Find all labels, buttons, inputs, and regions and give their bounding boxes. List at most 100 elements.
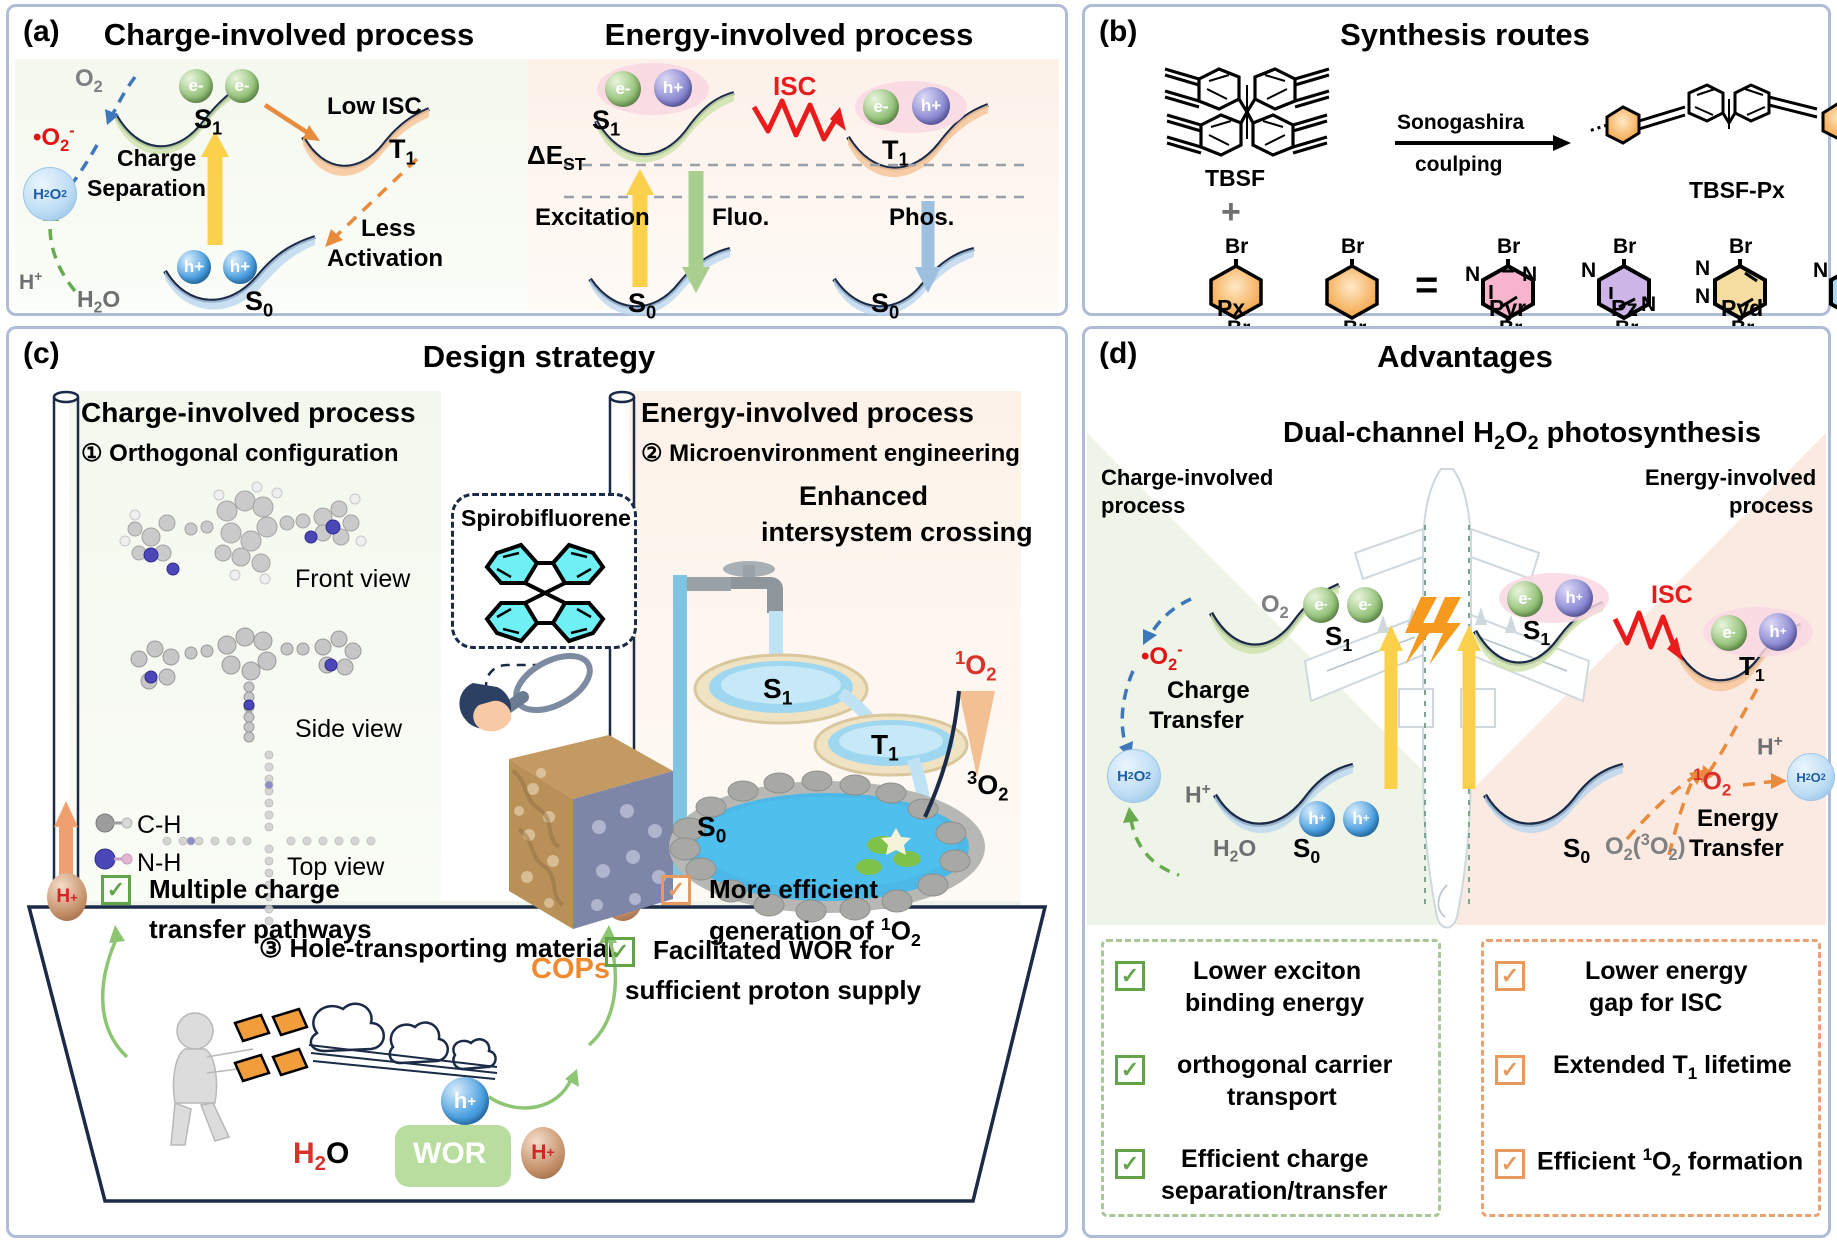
checklist-left-check-1: ✓: [1115, 961, 1145, 991]
front-view-label: Front view: [295, 565, 411, 593]
panel-a-o2-label: O2: [75, 65, 103, 96]
panel-b-title: Synthesis routes: [1340, 17, 1590, 52]
panel-c-tag: (c): [23, 337, 60, 370]
panel-a-right-hole-1: h+: [654, 69, 692, 107]
checklist-right-check-3: ✓: [1495, 1149, 1525, 1179]
faucet-pools-illustration: [669, 561, 995, 923]
spirobifluorene-structure: [484, 542, 606, 644]
side-view-label: Side view: [295, 715, 402, 743]
panel-c-left-bg: [69, 391, 441, 903]
panel-a-t1-label: T1: [389, 134, 416, 169]
panel-d-right-t1-label: T1: [1739, 651, 1765, 686]
energy-transfer-line1: Energy: [1697, 805, 1779, 832]
bottom-hole-bubble: h +: [441, 1077, 489, 1125]
panel-a-low-isc-label: Low ISC: [327, 93, 422, 120]
pz-ring: [1597, 259, 1651, 321]
checklist-left-check-2: ✓: [1115, 1055, 1145, 1085]
tbsf-px-label: TBSF-Px: [1689, 177, 1785, 203]
pz-n-1: N: [1581, 259, 1597, 282]
pz-br-top: Br: [1613, 235, 1637, 258]
panel-d-right-s0-label: S0: [1563, 833, 1591, 868]
checklist-right-box: [1481, 939, 1821, 1217]
panel-a-right-graphics: [564, 91, 1028, 316]
checklist-right-1-line1: Lower energy: [1585, 957, 1748, 985]
panel-a-hole-1: h+: [177, 250, 211, 284]
pool-t1-label: T1: [871, 729, 899, 766]
checklist-left-3-line2: separation/transfer: [1161, 1177, 1388, 1205]
panel-c-title: Design strategy: [422, 339, 656, 374]
checklist-left-1-line2: binding energy: [1185, 989, 1365, 1017]
panel-d-o2-label: O2: [1261, 591, 1289, 622]
panel-a-activation-label: Activation: [327, 245, 444, 272]
panel-a-delta-est-label: ΔEST: [527, 140, 586, 175]
enhanced-line2: intersystem crossing: [761, 517, 1033, 547]
panel-a-fluo-label: Fluo.: [712, 204, 770, 231]
px-label: Px: [1217, 295, 1246, 321]
wor-label: WOR: [413, 1137, 487, 1170]
tbsf-label: TBSF: [1205, 165, 1266, 191]
px-hexagon-1: [1209, 259, 1263, 321]
plus-sign: +: [1221, 193, 1241, 231]
checklist-right-1-line2: gap for ISC: [1589, 989, 1723, 1017]
right-benefit-line1: More efficient: [709, 874, 879, 904]
reaction-arrow: [1395, 135, 1571, 151]
panel-d-hole-1: h +: [1299, 801, 1335, 837]
panel-a-right-electron-1: e-: [605, 71, 641, 107]
panel-d-right-electron-1: e-: [1507, 581, 1543, 617]
panel-d-right-hole-2: h +: [1759, 613, 1797, 651]
panel-d-h2o-label: H2O: [1213, 835, 1257, 866]
checklist-left-3-line1: Efficient charge: [1181, 1145, 1369, 1173]
cops-illustration: [459, 652, 673, 929]
checklist-right-check-1: ✓: [1495, 961, 1525, 991]
enhanced-line1: Enhanced: [799, 481, 929, 511]
panel-d-electron-2: e-: [1347, 587, 1383, 623]
panel-a-hole-2: h+: [223, 250, 257, 284]
panel-c-right-heading: Energy-involved process: [641, 397, 975, 428]
panel-a-less-label: Less: [361, 215, 416, 242]
panel-a-right-s0-left-label: S0: [628, 288, 657, 323]
panel-d-right-hole-1: h +: [1555, 579, 1593, 617]
checklist-right-3-line1: Efficient 1O2 formation: [1537, 1145, 1804, 1180]
panel-b-tag: (b): [1099, 15, 1138, 48]
checklist-left-check-3: ✓: [1115, 1149, 1145, 1179]
checklist-right-check-2: ✓: [1495, 1055, 1525, 1085]
panel-a-electron-1: e-: [179, 69, 213, 103]
right-benefit-line2: generation of 1O2: [709, 914, 921, 950]
cops-label: COPs: [531, 953, 610, 985]
bottom-benefit-line2: sufficient proton supply: [625, 975, 922, 1005]
left-benefit-line1: Multiple charge: [149, 874, 340, 904]
ground-state-o2-label: O2(3O2): [1605, 831, 1686, 864]
wor-badge: [395, 1125, 511, 1187]
panel-a-right-t1-label: T1: [882, 135, 909, 170]
px-br-top-1: Br: [1225, 235, 1249, 258]
panel-a-hplus-label: H+: [19, 269, 43, 294]
bottom-item-label: ③ Hole-transporting material: [259, 933, 615, 963]
molecule-front-view: [119, 481, 367, 585]
panel-d-advantages: (d) Advantages Dual-channel H2O2 photosy…: [1082, 326, 1835, 1238]
left-channel-line2: process: [1101, 493, 1186, 518]
pyr-ring: [1481, 259, 1535, 321]
panel-d-isc-label: ISC: [1651, 581, 1693, 609]
checklist-left-1-line1: Lower exciton: [1193, 957, 1362, 985]
charge-transfer-line1: Charge: [1167, 677, 1250, 704]
checklist-left-2-line2: transport: [1227, 1083, 1337, 1111]
checklist-right-2-line1: Extended T1 lifetime: [1553, 1051, 1792, 1083]
legend-icons: [94, 813, 133, 870]
singlet-o2-label-c: 1O2: [955, 647, 997, 685]
px-br-top-2: Br: [1341, 235, 1365, 258]
pyd-label: Pyd: [1721, 295, 1764, 321]
panel-d-left-s0-label: S0: [1293, 833, 1321, 868]
pz-n-2: N: [1641, 293, 1657, 316]
panel-a-phos-label: Phos.: [889, 204, 955, 231]
reaction-condition-bottom: coulping: [1415, 153, 1503, 176]
pyd-ring: [1713, 259, 1767, 321]
tbsf-px-structure: [1588, 83, 1837, 145]
spirobifluorene-label: Spirobifluorene: [461, 505, 631, 531]
panel-a-s0-label: S0: [245, 286, 274, 321]
checklist-left-box: [1101, 939, 1441, 1217]
pyr-br-top: Br: [1497, 235, 1521, 258]
molecule-side-view: [130, 627, 362, 743]
